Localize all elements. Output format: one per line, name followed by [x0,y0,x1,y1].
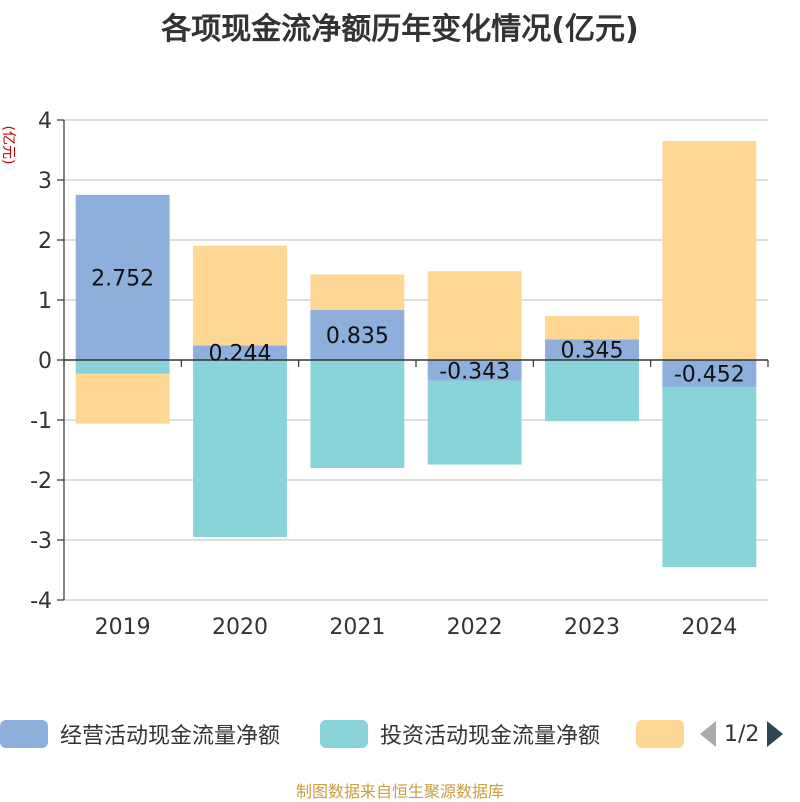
axis-layer: 4 3 2 1 0 -1 -2 -3 -4 2019 2020 2021 2022 2023 2024 [30,109,769,640]
y-tick-label: -2 [30,469,52,494]
data-label-2021: 0.835 [326,324,389,349]
bar-operating-2022[interactable] [427,360,522,381]
bar-financing-2021[interactable] [310,274,405,310]
x-tick-label: 2021 [329,615,385,640]
legend-label-operating: 经营活动现金流量净额 [60,724,281,749]
pager-next-icon[interactable] [767,721,784,747]
x-tick-label: 2019 [95,615,151,640]
bar-financing-2019[interactable] [75,373,170,424]
legend-label-investing: 投资活动现金流量净额 [380,724,601,749]
source-note: 制图数据来自恒生聚源数据库 [295,782,504,801]
x-tick-label: 2023 [564,615,620,640]
pager-text: 1/2 [724,721,760,747]
legend-pager: 1/2 [700,716,800,752]
x-tick-label: 2024 [681,615,737,640]
y-tick-label: 3 [38,169,52,194]
x-tick-label: 2022 [447,615,503,640]
bar-financing-2020[interactable] [193,245,287,346]
bar-financing-2024[interactable] [662,141,757,360]
bar-operating-2020[interactable] [193,345,287,360]
data-label-2024: -0.452 [674,363,745,388]
label-layer: 2.752 0.244 0.835 -0.343 0.345 -0.452 [91,266,745,387]
data-label-2020: 0.244 [209,342,272,367]
pager-prev-icon[interactable] [700,721,716,747]
legend-item-operating[interactable]: 经营活动现金流量净额 [0,716,280,752]
bar-investing-2023[interactable] [545,360,639,422]
bar-operating-2023[interactable] [545,339,639,360]
legend-swatch-investing [320,720,368,748]
y-tick-label: -4 [30,589,52,614]
y-tick-label: 4 [38,109,52,134]
data-label-2019: 2.752 [91,266,154,291]
legend-item-investing[interactable]: 投资活动现金流量净额 [320,716,600,752]
y-tick-label: 1 [38,289,52,314]
legend-swatch-financing [636,720,684,748]
bar-investing-2019[interactable] [75,360,170,374]
y-tick-label: 0 [38,349,52,374]
bar-operating-2021[interactable] [310,309,405,360]
data-label-2023: 0.345 [561,339,624,364]
legend: 经营活动现金流量净额 投资活动现金流量净额 [0,716,800,756]
y-tick-label: -3 [30,529,52,554]
legend-item-financing[interactable] [636,716,684,752]
bar-financing-2022[interactable] [427,271,522,360]
bar-layer [75,141,757,568]
bar-financing-2023[interactable] [545,315,639,340]
bar-investing-2020[interactable] [193,360,287,537]
bar-investing-2022[interactable] [427,380,522,465]
bar-investing-2024[interactable] [662,387,757,568]
y-tick-label: -1 [30,409,52,434]
x-tick-label: 2020 [212,615,268,640]
y-axis-title: (亿元) [0,126,16,165]
data-label-2022: -0.343 [439,359,510,384]
bar-operating-2019[interactable] [75,194,170,360]
bar-operating-2024[interactable] [662,360,757,388]
legend-swatch-operating [0,720,48,748]
y-tick-label: 2 [38,229,52,254]
chart-title: 各项现金流净额历年变化情况(亿元) [161,12,639,47]
bar-investing-2021[interactable] [310,360,405,468]
bar-chart: 4 3 2 1 0 -1 -2 -3 -4 2019 2020 2021 2022 2023 2024 2.… [0,109,769,640]
grid-layer [64,119,768,601]
